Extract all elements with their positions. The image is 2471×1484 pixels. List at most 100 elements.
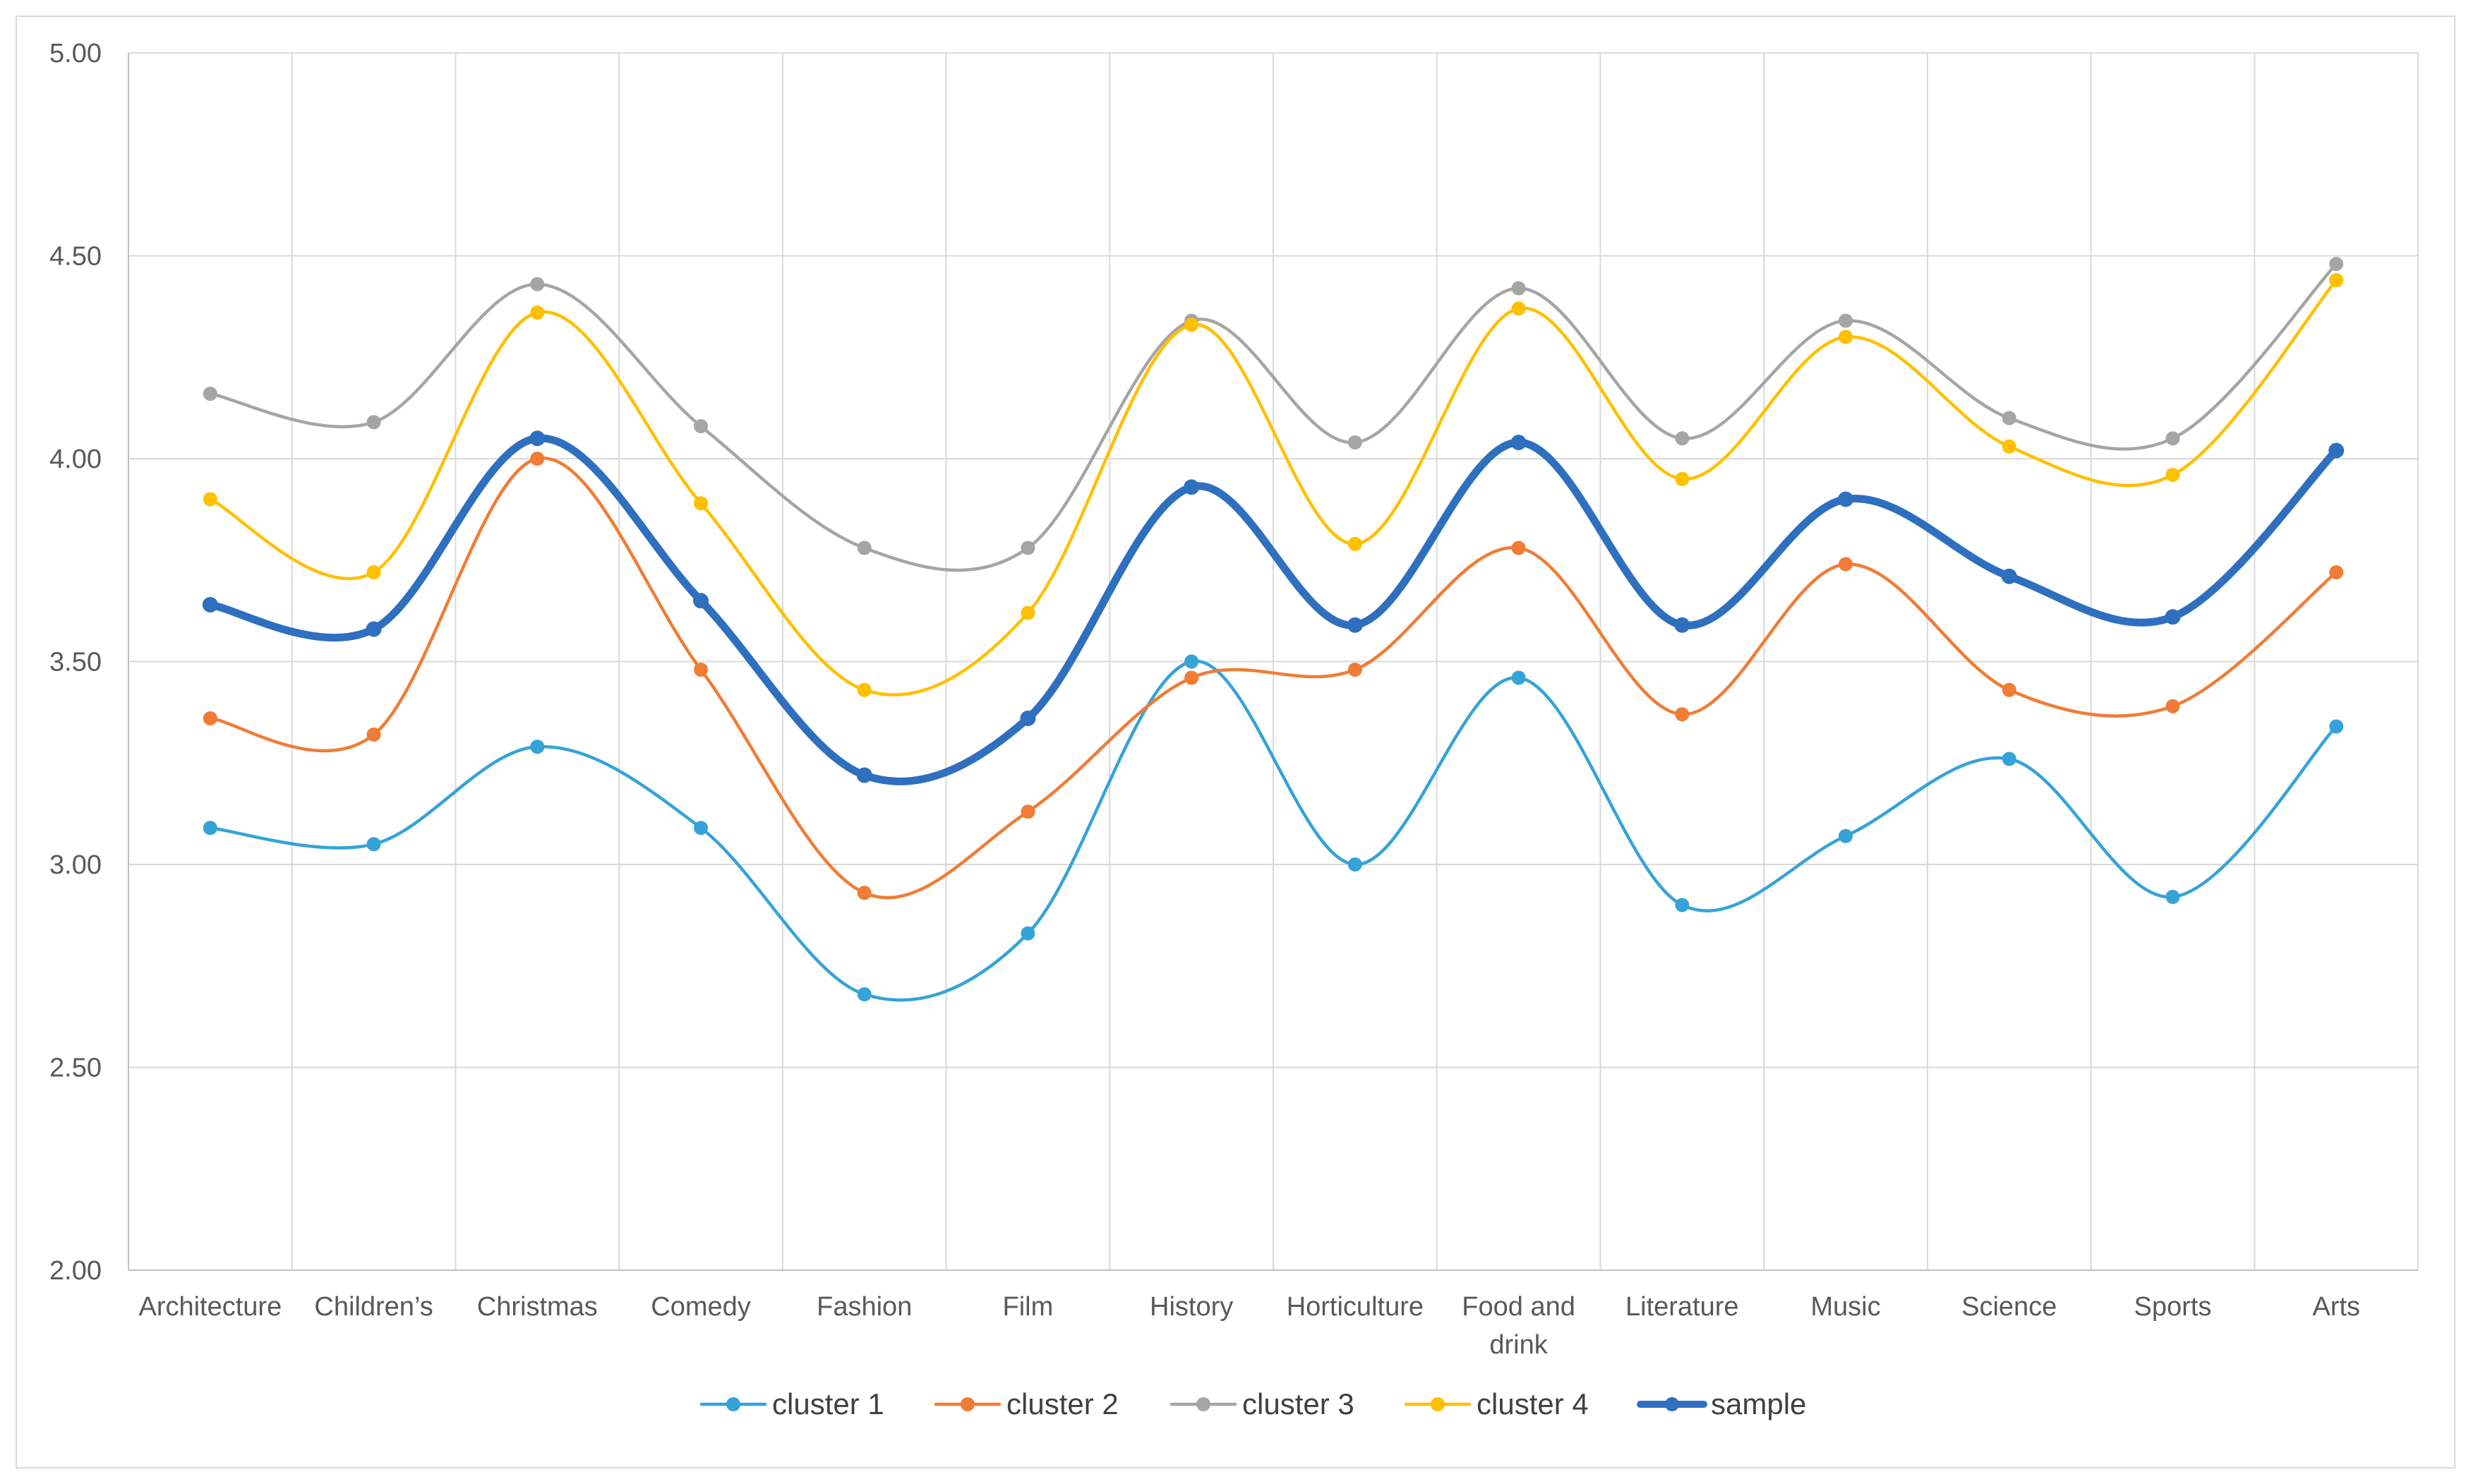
data-point-cluster-3: [366, 415, 381, 430]
data-point-cluster-1: [203, 821, 217, 835]
data-point-cluster-1: [2329, 719, 2344, 734]
y-tick-label: 2.00: [49, 1256, 102, 1286]
x-tick-label: drink: [1489, 1330, 1548, 1360]
legend-swatch-marker: [1196, 1397, 1210, 1411]
data-point-cluster-3: [203, 387, 217, 401]
data-point-cluster-2: [1184, 670, 1199, 685]
series-line-cluster-1: [208, 659, 2338, 1002]
legend-label: cluster 3: [1242, 1387, 1354, 1420]
series-line-cluster-4: [208, 278, 2338, 696]
data-point-sample: [1510, 435, 1527, 450]
data-point-sample: [1020, 711, 1036, 726]
data-point-cluster-3: [2165, 431, 2180, 446]
y-tick-label: 3.50: [49, 648, 102, 677]
data-point-cluster-2: [694, 663, 708, 677]
legend-label: cluster 4: [1477, 1387, 1589, 1420]
y-tick-labels: 2.00 2.50 3.00 3.50 4.00 4.50 5.00: [49, 39, 102, 1286]
data-point-cluster-1: [1675, 898, 1690, 912]
data-point-cluster-2: [2165, 699, 2180, 713]
x-tick-label: Comedy: [651, 1292, 751, 1322]
data-point-cluster-4: [1021, 605, 1035, 620]
data-point-cluster-1: [1021, 926, 1035, 941]
legend: cluster 1 cluster 2 cluster 3 cluster 4 samp…: [699, 1387, 1806, 1420]
data-point-sample: [366, 621, 382, 637]
x-tick-label: Sports: [2134, 1292, 2212, 1322]
series-cluster-4: [203, 273, 2344, 697]
x-tick-label: Music: [1810, 1292, 1880, 1322]
y-tick-label: 2.50: [49, 1054, 102, 1083]
data-point-cluster-4: [857, 682, 872, 697]
x-tick-label: Science: [1961, 1292, 2057, 1322]
data-point-cluster-1: [2165, 890, 2180, 904]
data-point-cluster-2: [203, 711, 217, 725]
data-point-cluster-4: [366, 565, 381, 579]
x-tick-label: Christmas: [477, 1292, 598, 1322]
data-point-cluster-4: [203, 492, 217, 507]
data-point-cluster-3: [2329, 257, 2344, 271]
data-point-cluster-2: [530, 452, 545, 466]
x-tick-label: Architecture: [138, 1292, 282, 1322]
data-point-sample: [1184, 479, 1200, 495]
data-point-cluster-2: [2329, 565, 2344, 579]
data-point-sample: [529, 430, 546, 447]
data-point-cluster-4: [2329, 273, 2344, 287]
x-tick-label: Children’s: [314, 1292, 433, 1322]
legend-item-cluster-4: cluster 4: [1404, 1387, 1589, 1420]
data-point-cluster-2: [1839, 557, 1853, 572]
chart-frame: 2.00 2.50 3.00 3.50 4.00 4.50 5.00 Architectur…: [16, 16, 2455, 1468]
x-tick-label: Arts: [2312, 1292, 2360, 1322]
data-point-cluster-3: [1021, 541, 1035, 555]
x-tick-label: Literature: [1625, 1292, 1739, 1322]
legend-swatch-marker: [726, 1397, 740, 1411]
data-point-cluster-3: [857, 541, 872, 555]
data-point-cluster-4: [1511, 301, 1526, 316]
data-point-cluster-1: [1511, 670, 1526, 685]
legend-label: cluster 1: [772, 1387, 884, 1420]
data-point-cluster-1: [1184, 654, 1199, 669]
grid-lines: [128, 52, 2419, 1270]
data-point-cluster-3: [694, 419, 708, 433]
x-tick-labels: Architecture Children’s Christmas Comedy Fas…: [138, 1292, 2359, 1360]
data-point-cluster-4: [2002, 439, 2016, 454]
legend-swatch-marker: [961, 1397, 975, 1411]
legend-item-cluster-3: cluster 3: [1170, 1387, 1354, 1420]
data-point-sample: [2328, 442, 2345, 459]
data-point-cluster-1: [857, 987, 872, 1001]
data-point-cluster-1: [2002, 752, 2016, 766]
y-tick-label: 5.00: [49, 39, 102, 68]
data-point-cluster-1: [530, 740, 545, 754]
data-point-cluster-1: [366, 837, 381, 852]
x-tick-label: Food and: [1462, 1292, 1575, 1322]
data-point-cluster-2: [1347, 663, 1362, 677]
data-point-cluster-3: [2002, 411, 2016, 426]
y-tick-label: 3.00: [49, 850, 102, 880]
legend-item-sample: sample: [1637, 1387, 1806, 1420]
data-point-cluster-3: [1675, 431, 1690, 446]
data-point-cluster-4: [2165, 468, 2180, 482]
data-point-sample: [856, 767, 872, 783]
data-point-cluster-1: [1347, 857, 1362, 871]
x-tick-label: Fashion: [817, 1292, 912, 1322]
data-point-cluster-2: [2002, 682, 2016, 697]
data-point-sample: [1347, 617, 1363, 633]
legend-swatch-marker: [1665, 1397, 1679, 1411]
series-sample: [202, 430, 2345, 785]
series-line-cluster-3: [208, 262, 2338, 572]
data-point-cluster-3: [1839, 313, 1853, 328]
data-point-sample: [1838, 491, 1853, 507]
x-tick-label: Film: [1003, 1292, 1054, 1322]
y-tick-label: 4.50: [49, 242, 102, 272]
y-tick-label: 4.00: [49, 445, 102, 474]
data-point-cluster-2: [857, 886, 872, 900]
data-point-cluster-4: [1184, 318, 1199, 332]
data-point-cluster-2: [1511, 541, 1526, 555]
series-cluster-2: [203, 452, 2344, 900]
x-tick-label: History: [1150, 1292, 1233, 1322]
data-point-cluster-4: [1347, 536, 1362, 551]
data-point-cluster-2: [1021, 804, 1035, 819]
series-cluster-1: [203, 654, 2344, 1002]
data-point-cluster-1: [1839, 828, 1853, 843]
legend-label: sample: [1711, 1387, 1806, 1420]
data-point-cluster-3: [1347, 435, 1362, 450]
series-line-sample: [206, 434, 2340, 785]
